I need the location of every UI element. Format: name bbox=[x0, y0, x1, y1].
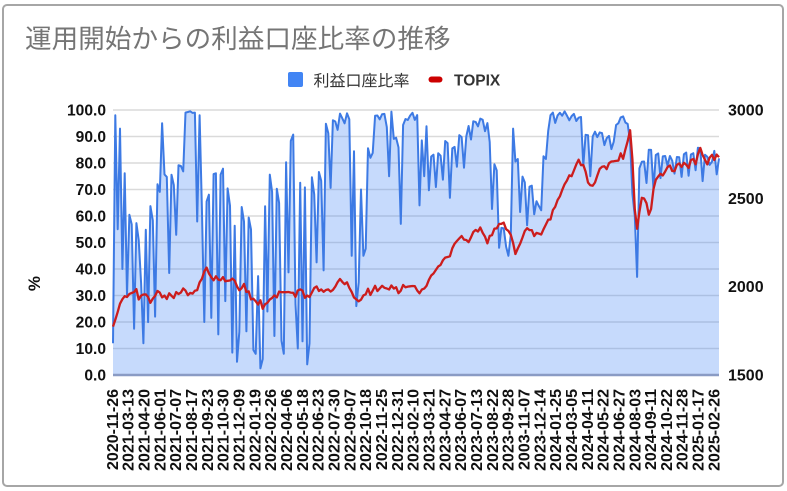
svg-text:40.0: 40.0 bbox=[76, 262, 107, 279]
svg-text:2024-08-03: 2024-08-03 bbox=[627, 389, 644, 471]
svg-text:2022-11-25: 2022-11-25 bbox=[374, 389, 391, 470]
svg-text:100.0: 100.0 bbox=[67, 103, 106, 120]
svg-text:2024-05-22: 2024-05-22 bbox=[596, 389, 613, 471]
svg-text:2022-04-06: 2022-04-06 bbox=[279, 389, 296, 471]
svg-text:2023-12-14: 2023-12-14 bbox=[532, 389, 549, 471]
svg-text:0.0: 0.0 bbox=[84, 368, 106, 385]
svg-text:1500: 1500 bbox=[728, 368, 764, 385]
svg-text:2023-04-27: 2023-04-27 bbox=[437, 389, 454, 471]
svg-text:2025-01-17: 2025-01-17 bbox=[691, 389, 708, 471]
svg-text:2023-07-13: 2023-07-13 bbox=[469, 389, 486, 471]
svg-text:2024-03-05: 2024-03-05 bbox=[564, 389, 581, 471]
svg-text:2025-02-26: 2025-02-26 bbox=[706, 389, 723, 471]
svg-text:2022-02-26: 2022-02-26 bbox=[263, 389, 280, 471]
svg-text:2024-01-25: 2024-01-25 bbox=[548, 389, 565, 471]
svg-text:2023-06-07: 2023-06-07 bbox=[453, 389, 470, 471]
svg-text:2022-01-19: 2022-01-19 bbox=[247, 389, 264, 471]
svg-text:2000: 2000 bbox=[728, 279, 764, 296]
svg-text:2024-04-11: 2024-04-11 bbox=[580, 389, 597, 470]
svg-text:90.0: 90.0 bbox=[76, 129, 107, 146]
svg-text:2023-08-22: 2023-08-22 bbox=[485, 389, 502, 471]
svg-text:2022-09-07: 2022-09-07 bbox=[342, 389, 359, 471]
svg-text:60.0: 60.0 bbox=[76, 209, 107, 226]
svg-text:2022-05-18: 2022-05-18 bbox=[295, 389, 312, 471]
svg-text:2021-04-20: 2021-04-20 bbox=[137, 389, 154, 471]
svg-text:%: % bbox=[25, 276, 44, 291]
svg-text:2024-10-22: 2024-10-22 bbox=[659, 389, 676, 471]
svg-text:2021-03-13: 2021-03-13 bbox=[121, 389, 138, 471]
svg-text:70.0: 70.0 bbox=[76, 182, 107, 199]
svg-text:2021-10-30: 2021-10-30 bbox=[216, 389, 233, 471]
svg-text:10.0: 10.0 bbox=[76, 341, 107, 358]
svg-text:2022-10-18: 2022-10-18 bbox=[358, 389, 375, 471]
svg-text:2500: 2500 bbox=[728, 191, 764, 208]
svg-text:2023-09-28: 2023-09-28 bbox=[501, 389, 518, 471]
svg-text:2021-09-23: 2021-09-23 bbox=[200, 389, 217, 471]
svg-text:2022-12-31: 2022-12-31 bbox=[390, 389, 407, 471]
svg-text:2022-07-30: 2022-07-30 bbox=[327, 389, 344, 471]
svg-text:2023-03-21: 2023-03-21 bbox=[421, 389, 438, 471]
svg-text:2024-09-11: 2024-09-11 bbox=[643, 389, 660, 470]
svg-text:20.0: 20.0 bbox=[76, 315, 107, 332]
svg-text:2021-06-01: 2021-06-01 bbox=[152, 389, 169, 471]
svg-text:80.0: 80.0 bbox=[76, 156, 107, 173]
svg-text:2020-11-26: 2020-11-26 bbox=[105, 389, 122, 470]
svg-text:2021-08-17: 2021-08-17 bbox=[184, 389, 201, 471]
svg-text:2003-11-07: 2003-11-07 bbox=[516, 389, 533, 470]
svg-text:2021-07-07: 2021-07-07 bbox=[168, 389, 185, 471]
svg-text:2024-06-27: 2024-06-27 bbox=[611, 389, 628, 471]
svg-text:2022-06-23: 2022-06-23 bbox=[311, 389, 328, 471]
svg-text:2021-12-09: 2021-12-09 bbox=[232, 389, 249, 471]
svg-text:TOPIX: TOPIX bbox=[454, 73, 501, 90]
svg-text:2024-11-28: 2024-11-28 bbox=[675, 389, 692, 470]
svg-text:3000: 3000 bbox=[728, 103, 764, 120]
svg-text:2023-02-10: 2023-02-10 bbox=[406, 389, 423, 471]
svg-text:30.0: 30.0 bbox=[76, 288, 107, 305]
svg-text:50.0: 50.0 bbox=[76, 235, 107, 252]
